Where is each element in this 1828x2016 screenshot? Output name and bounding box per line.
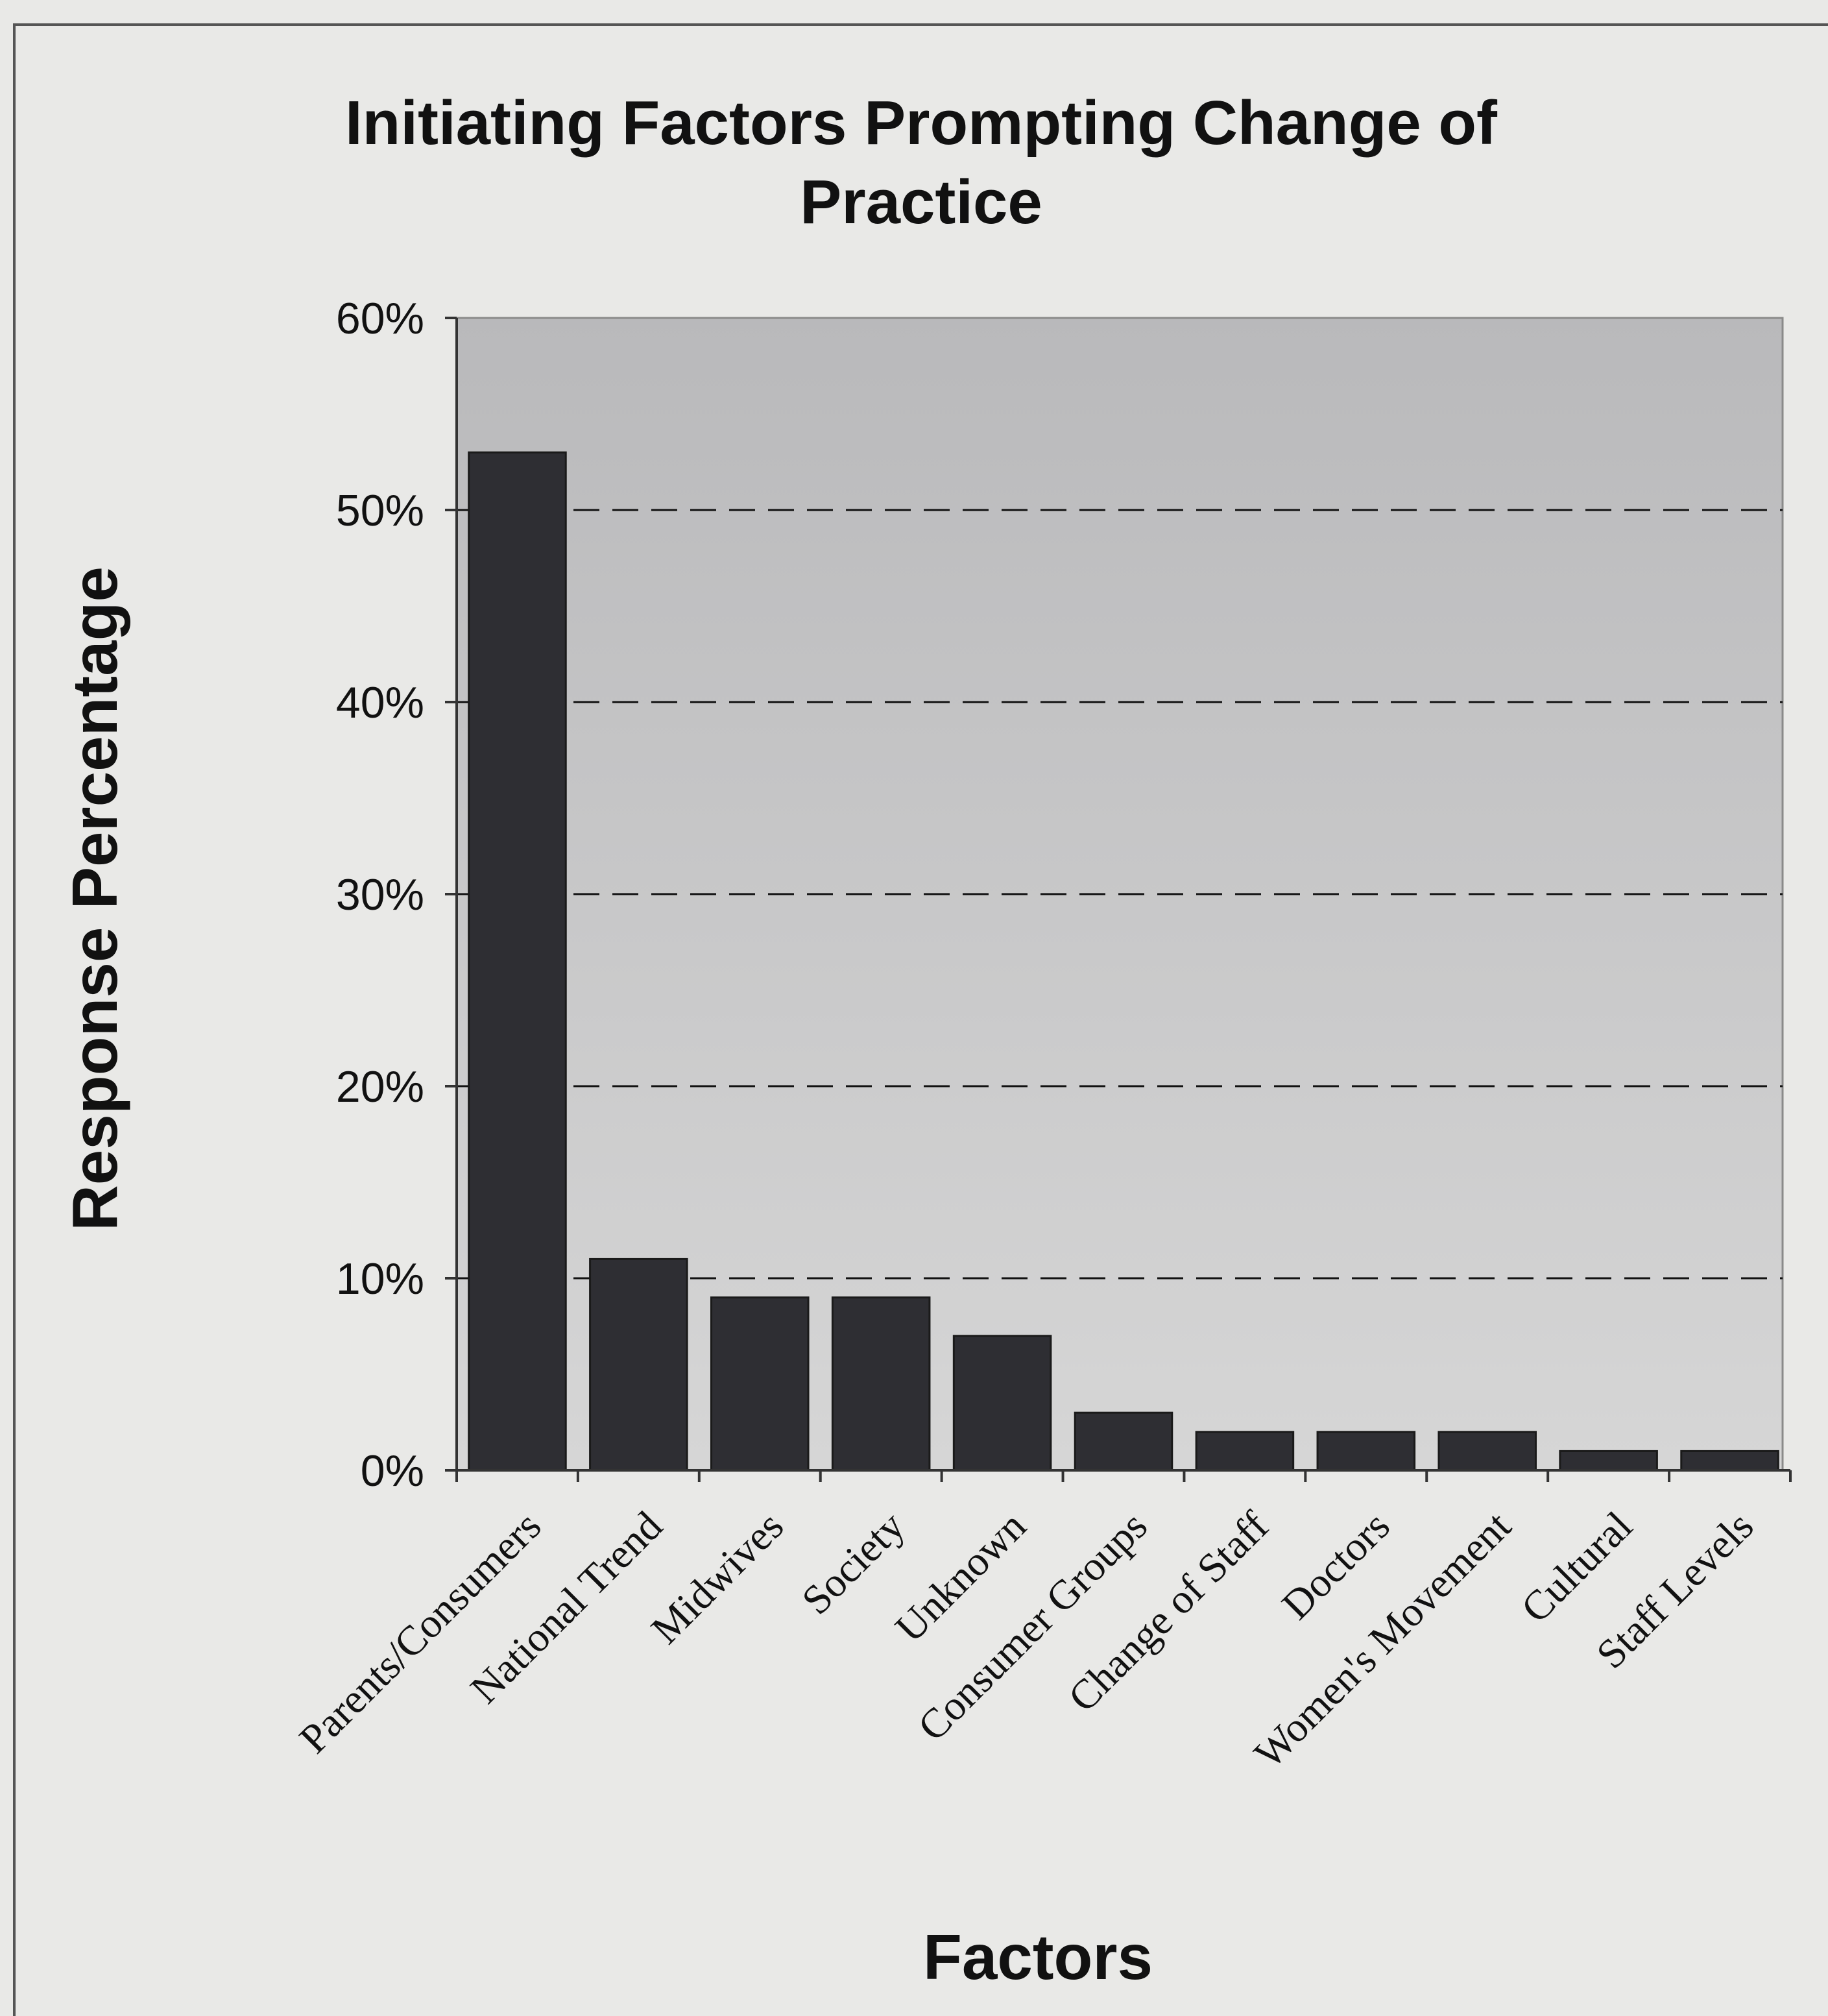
y-tick-label: 0% xyxy=(361,1446,424,1496)
y-tick-label: 40% xyxy=(336,678,424,727)
chart-title-line-2: Practice xyxy=(800,167,1042,237)
chart-title-line-1: Initiating Factors Prompting Change of xyxy=(345,88,1498,158)
bar-2 xyxy=(710,1296,810,1472)
bar-3 xyxy=(831,1296,931,1472)
axes xyxy=(445,317,1792,1482)
bar-5 xyxy=(1074,1411,1173,1472)
y-tick-label: 20% xyxy=(336,1062,424,1111)
y-tick-label: 50% xyxy=(336,486,424,535)
y-tick-label: 60% xyxy=(336,294,424,343)
bar-8 xyxy=(1437,1431,1537,1472)
x-tick-label: Consumer Groups xyxy=(909,1503,1156,1750)
bar-1 xyxy=(589,1257,688,1472)
bar-9 xyxy=(1559,1450,1658,1472)
x-tick-label: Midwives xyxy=(642,1503,792,1653)
gridlines xyxy=(457,509,1783,1280)
bar-7 xyxy=(1316,1431,1416,1472)
bar-6 xyxy=(1195,1431,1295,1472)
y-tick-labels: 0% 10% 20% 30% 40% 50% 60% xyxy=(336,294,424,1496)
bar-0 xyxy=(468,451,567,1472)
x-axis-title: Factors xyxy=(923,1921,1153,1993)
y-axis-title: Response Percentage xyxy=(59,566,130,1231)
bar-10 xyxy=(1680,1450,1779,1472)
y-tick-label: 30% xyxy=(336,870,424,919)
x-tick-label: Society xyxy=(793,1503,913,1623)
y-tick-label: 10% xyxy=(336,1254,424,1304)
bar-4 xyxy=(952,1335,1052,1472)
